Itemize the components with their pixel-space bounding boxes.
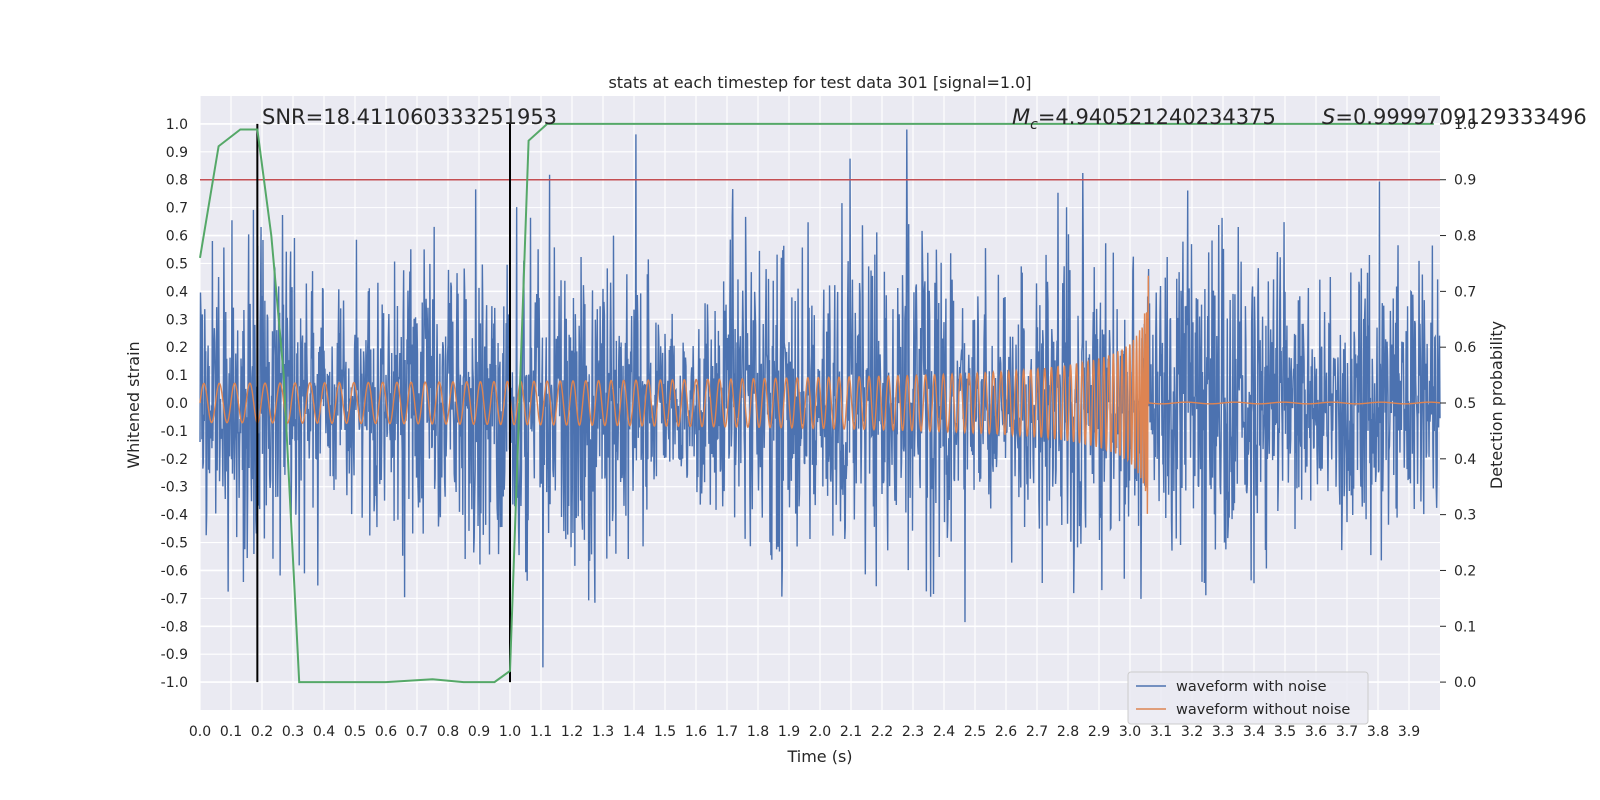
y-left-tick-label: 0.0 xyxy=(166,396,188,412)
y-left-tick-label: -0.8 xyxy=(161,619,188,635)
axes-text: stats at each timestep for test data 301… xyxy=(124,73,1506,766)
mc-symbol: M xyxy=(1012,105,1030,129)
s-value: =0.9999709129333496 xyxy=(1335,105,1586,129)
y-right-tick-label: 0.8 xyxy=(1454,229,1476,245)
legend-label-clean: waveform without noise xyxy=(1176,702,1350,718)
x-tick-label: 1.7 xyxy=(716,724,738,740)
x-tick-label: 2.5 xyxy=(964,724,986,740)
legend-label-noise: waveform with noise xyxy=(1176,679,1327,695)
x-tick-label: 3.3 xyxy=(1212,724,1234,740)
x-tick-label: 0.5 xyxy=(344,724,366,740)
x-tick-label: 2.7 xyxy=(1026,724,1048,740)
y-left-tick-label: -0.6 xyxy=(161,563,188,579)
x-tick-label: 1.9 xyxy=(778,724,800,740)
x-tick-label: 0.2 xyxy=(251,724,273,740)
x-ticks: 0.0 0.1 0.2 0.3 0.4 0.5 0.6 0.7 0.8 0.9 1.0 1.1 1.2 1… xyxy=(189,724,1420,740)
y-right-tick-label: 0.6 xyxy=(1454,340,1476,356)
y-right-tick-label: 0.5 xyxy=(1454,396,1476,412)
legend-box xyxy=(1127,671,1369,725)
y-right-tick-label: 0.7 xyxy=(1454,284,1476,300)
annotations: SNR=18.411060333251953 Mc=4.940521240234… xyxy=(262,105,1587,133)
y-left-tick-label: -1.0 xyxy=(161,675,188,691)
y-left-tick-label: 0.8 xyxy=(166,173,188,189)
x-tick-label: 2.9 xyxy=(1088,724,1110,740)
y-left-tick-label: -0.3 xyxy=(161,480,188,496)
x-tick-label: 2.4 xyxy=(933,724,955,740)
series-detection-probability xyxy=(199,122,1434,684)
chirp-mass-annotation: Mc=4.940521240234375 xyxy=(1012,105,1276,133)
x-tick-label: 1.8 xyxy=(747,724,769,740)
overlay xyxy=(199,122,1440,684)
x-tick-label: 0.6 xyxy=(375,724,397,740)
x-tick-label: 1.1 xyxy=(530,724,552,740)
mc-subscript: c xyxy=(1030,117,1038,133)
x-tick-label: 0.4 xyxy=(313,724,335,740)
y-left-tick-label: -0.5 xyxy=(161,536,188,552)
y-left-tick-label: -0.7 xyxy=(161,591,188,607)
y-left-tick-label: -0.2 xyxy=(161,452,188,468)
y-axis-left-label: Whitened strain xyxy=(124,341,143,468)
x-tick-label: 0.7 xyxy=(406,724,428,740)
x-tick-label: 0.0 xyxy=(189,724,211,740)
y-ticks-left: 1.0 0.9 0.8 0.7 0.6 0.5 0.4 0.3 0.2 0.1 0.0 -0.1 -0.… xyxy=(161,117,188,691)
snr-annotation: SNR=18.411060333251953 xyxy=(262,105,557,129)
y-right-tick-label: 1.0 xyxy=(1454,117,1476,133)
x-tick-label: 2.6 xyxy=(995,724,1017,740)
series-waveform-without-noise xyxy=(199,275,1441,514)
x-tick-label: 1.3 xyxy=(592,724,614,740)
x-tick-label: 2.0 xyxy=(809,724,831,740)
x-tick-label: 0.1 xyxy=(220,724,242,740)
mc-value: =4.940521240234375 xyxy=(1038,105,1276,129)
y-right-tick-label: 0.0 xyxy=(1454,675,1476,691)
s-symbol: S xyxy=(1322,105,1335,129)
y-axis-right-label: Detection probability xyxy=(1487,321,1506,489)
y-left-tick-label: -0.9 xyxy=(161,647,188,663)
y-right-tick-label: 0.3 xyxy=(1454,508,1476,524)
score-annotation: S=0.9999709129333496 xyxy=(1322,105,1587,129)
y-right-tick-label: 0.4 xyxy=(1454,452,1476,468)
x-axis-label: Time (s) xyxy=(786,747,852,766)
x-tick-label: 1.2 xyxy=(561,724,583,740)
x-tick-label: 2.2 xyxy=(871,724,893,740)
x-tick-label: 3.6 xyxy=(1305,724,1327,740)
x-tick-label: 3.7 xyxy=(1336,724,1358,740)
x-tick-label: 0.3 xyxy=(282,724,304,740)
series-layer xyxy=(199,129,1441,668)
x-tick-label: 1.6 xyxy=(685,724,707,740)
x-tick-label: 2.3 xyxy=(902,724,924,740)
x-tick-label: 2.1 xyxy=(840,724,862,740)
y-left-tick-label: 0.6 xyxy=(166,229,188,245)
y-left-tick-label: 0.7 xyxy=(166,201,188,217)
x-tick-label: 3.2 xyxy=(1181,724,1203,740)
y-right-tick-label: 0.2 xyxy=(1454,563,1476,579)
y-left-tick-label: 0.2 xyxy=(166,340,188,356)
y-left-tick-label: -0.4 xyxy=(161,508,188,524)
chart-title: stats at each timestep for test data 301… xyxy=(608,73,1031,92)
x-tick-label: 3.0 xyxy=(1119,724,1141,740)
x-tick-label: 1.4 xyxy=(623,724,645,740)
x-tick-label: 2.8 xyxy=(1057,724,1079,740)
x-tick-label: 1.0 xyxy=(499,724,521,740)
x-tick-label: 3.1 xyxy=(1150,724,1172,740)
x-tick-label: 1.5 xyxy=(654,724,676,740)
y-right-tick-label: 0.1 xyxy=(1454,619,1476,635)
x-tick-label: 0.8 xyxy=(437,724,459,740)
y-ticks-right: 1.0 0.9 0.8 0.7 0.6 0.5 0.4 0.3 0.2 0.1 0.0 xyxy=(1440,117,1476,691)
y-left-tick-label: 0.5 xyxy=(166,256,188,272)
y-left-tick-label: 0.3 xyxy=(166,312,188,328)
y-right-tick-label: 0.9 xyxy=(1454,173,1476,189)
y-left-tick-label: 0.9 xyxy=(166,145,188,161)
y-left-tick-label: 1.0 xyxy=(166,117,188,133)
x-tick-label: 3.8 xyxy=(1367,724,1389,740)
x-tick-label: 3.9 xyxy=(1398,724,1420,740)
x-tick-label: 3.4 xyxy=(1243,724,1265,740)
y-left-tick-label: 0.4 xyxy=(166,284,188,300)
y-left-tick-label: 0.1 xyxy=(166,368,188,384)
legend: waveform with noise waveform without noi… xyxy=(1127,671,1369,725)
series-waveform-with-noise xyxy=(199,129,1441,668)
x-tick-label: 3.5 xyxy=(1274,724,1296,740)
y-left-tick-label: -0.1 xyxy=(161,424,188,440)
x-tick-label: 0.9 xyxy=(468,724,490,740)
